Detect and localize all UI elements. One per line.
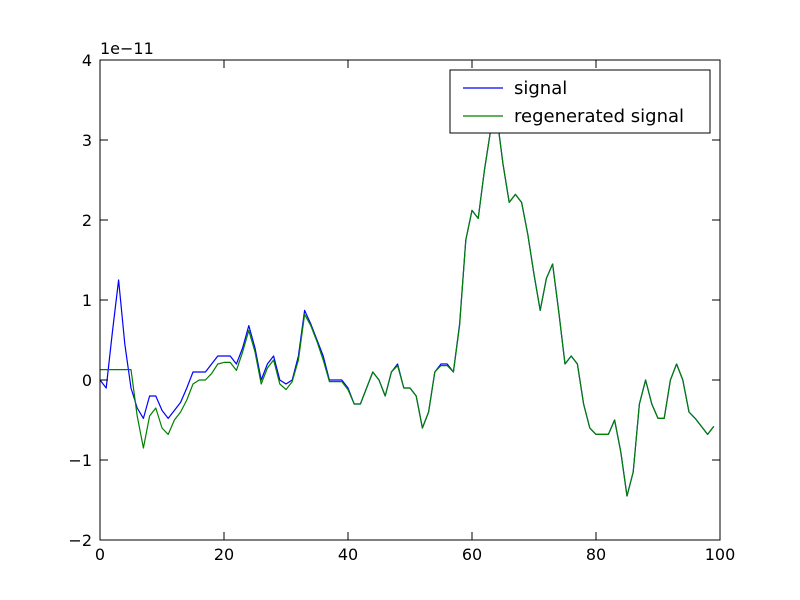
y-tick-label: −1 bbox=[68, 451, 92, 470]
y-offset-label: 1e−11 bbox=[100, 39, 154, 58]
y-tick-label: 4 bbox=[82, 51, 92, 70]
x-tick-label: 100 bbox=[705, 545, 736, 564]
x-tick-label: 0 bbox=[95, 545, 105, 564]
x-tick-label: 60 bbox=[462, 545, 482, 564]
x-tick-label: 40 bbox=[338, 545, 358, 564]
x-tick-label: 20 bbox=[214, 545, 234, 564]
y-tick-label: 1 bbox=[82, 291, 92, 310]
series-layer bbox=[99, 115, 715, 497]
legend-label-regenerated-signal: regenerated signal bbox=[514, 106, 684, 127]
y-tick-label: 0 bbox=[82, 371, 92, 390]
y-tick-label: −2 bbox=[68, 531, 92, 550]
y-tick-label: 2 bbox=[82, 211, 92, 230]
y-tick-label: 3 bbox=[82, 131, 92, 150]
legend-box bbox=[449, 69, 711, 134]
legend-label-signal: signal bbox=[514, 78, 567, 99]
legend: signal regenerated signal bbox=[449, 69, 711, 134]
series-line-regenerated-signal bbox=[100, 115, 715, 497]
x-tick-label: 80 bbox=[586, 545, 606, 564]
ticks-layer: 0 20 40 60 80 100 −2 −1 0 1 2 3 4 bbox=[68, 51, 735, 564]
